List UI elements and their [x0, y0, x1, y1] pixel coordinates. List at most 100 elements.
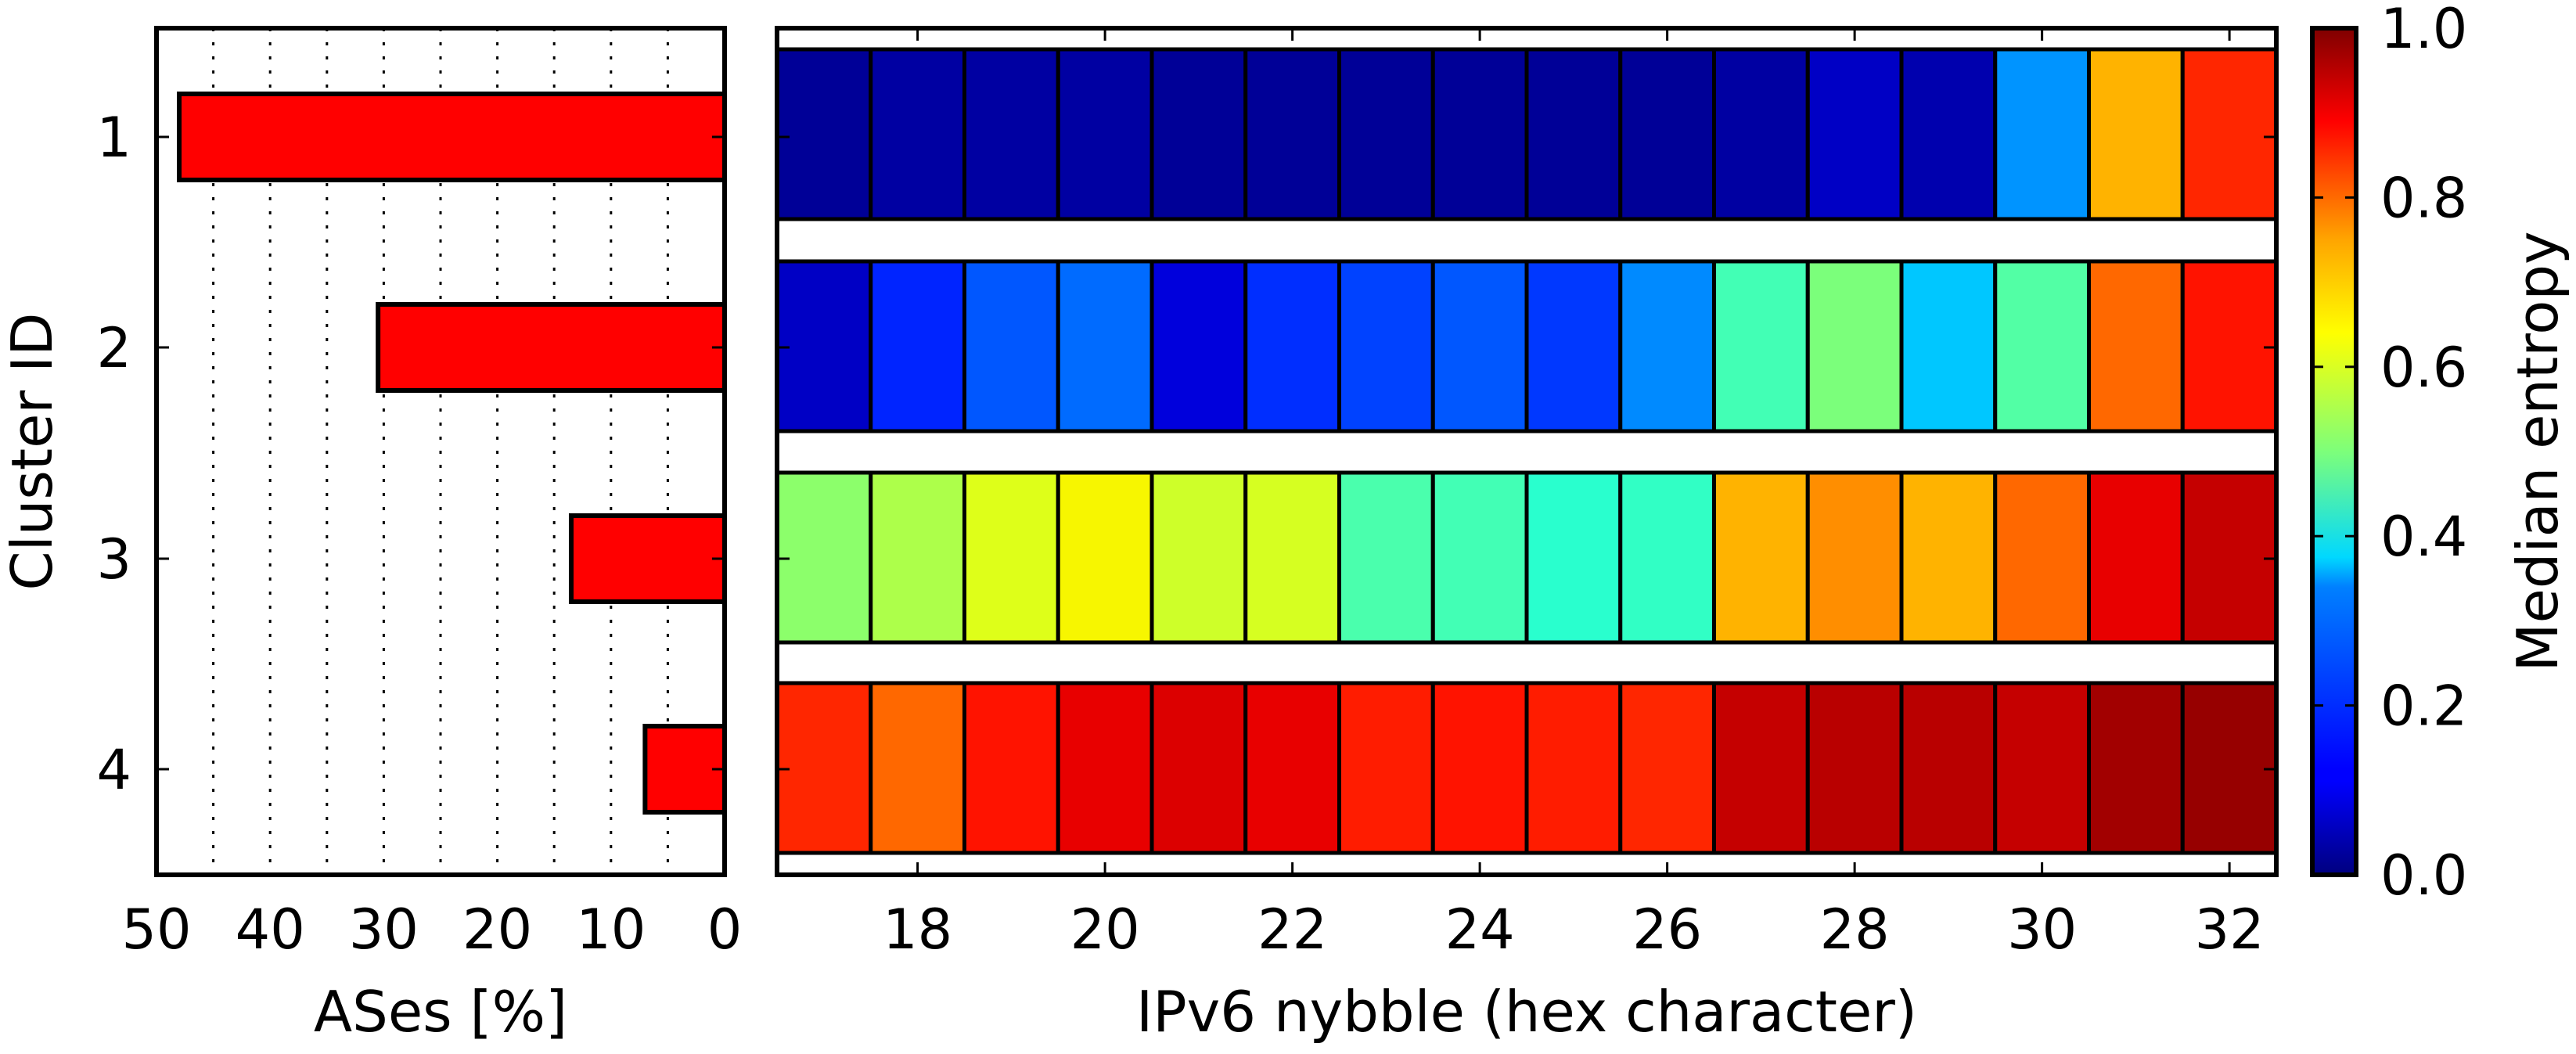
heatmap-x-axis-title: IPv6 nybble (hex character): [1136, 979, 1917, 1045]
heatmap-cell: [1524, 259, 1623, 433]
heatmap-cell: [1618, 470, 1716, 645]
heatmap-cell: [1430, 259, 1529, 433]
left-x-tick-label: 10: [576, 898, 646, 962]
ases-bar-chart: 50 40 30 20 10 0 1 2 3 4 ASes [%] Cluster ID: [0, 26, 742, 1045]
left-plot-frame: [154, 26, 727, 877]
heatmap-cell: [1056, 47, 1154, 221]
heatmap-cell: [775, 259, 873, 433]
heatmap-cells: [775, 47, 2279, 855]
heatmap-cell: [1430, 681, 1529, 855]
colorbar-ticks: 0.0 0.2 0.4 0.6 0.8 1.0: [2312, 0, 2467, 908]
cluster-id-label: 2: [96, 316, 131, 380]
heatmap-cell: [775, 47, 873, 221]
heatmap-x-tick-label: 24: [1445, 898, 1515, 962]
heatmap-cell: [1618, 259, 1716, 433]
heatmap-cell: [1899, 681, 1998, 855]
heatmap-cell: [1712, 470, 1810, 645]
ases-bar: [177, 92, 728, 182]
left-x-tick-label: 30: [349, 898, 419, 962]
heatmap-cell: [1243, 259, 1341, 433]
ases-bar: [376, 302, 727, 393]
heatmap-cell: [1149, 470, 1248, 645]
heatmap-cell: [1899, 47, 1998, 221]
ases-bar: [568, 513, 727, 604]
cluster-id-label: 4: [96, 738, 131, 802]
heatmap-cell: [962, 470, 1060, 645]
colorbar-tick-label: 0.6: [2380, 336, 2467, 400]
heatmap-cell: [869, 259, 966, 433]
heatmap-cell: [775, 470, 873, 645]
colorbar-tick-label: 0.4: [2380, 505, 2467, 569]
colorbar-tick-label: 1.0: [2380, 0, 2467, 61]
heatmap-cell: [1805, 681, 1904, 855]
left-ticks: 50 40 30 20 10 0 1 2 3 4: [96, 106, 742, 962]
heatmap-cell: [962, 681, 1060, 855]
heatmap-x-tick-label: 18: [883, 898, 952, 962]
heatmap-cell: [1243, 681, 1341, 855]
left-x-axis-title: ASes [%]: [314, 979, 567, 1045]
heatmap-cell: [1993, 470, 2091, 645]
heatmap-cell: [1430, 47, 1529, 221]
heatmap-cell: [962, 47, 1060, 221]
left-x-tick-label: 50: [121, 898, 191, 962]
heatmap-cell: [2180, 470, 2279, 645]
heatmap-cell: [1712, 681, 1810, 855]
heatmap-cell: [1993, 47, 2091, 221]
heatmap-cell: [2087, 470, 2185, 645]
heatmap-cell: [1337, 681, 1435, 855]
heatmap-cell: [2087, 47, 2185, 221]
heatmap-cell: [869, 47, 966, 221]
heatmap-cell: [1337, 470, 1435, 645]
heatmap-cell: [1056, 470, 1154, 645]
left-x-tick-label: 0: [707, 898, 743, 962]
heatmap-x-tick-label: 30: [2007, 898, 2077, 962]
colorbar-label: Median entropy: [2505, 231, 2571, 671]
heatmap-cell: [1712, 47, 1810, 221]
heatmap-cell: [1337, 259, 1435, 433]
heatmap-cell: [2087, 681, 2185, 855]
heatmap-cell: [1243, 47, 1341, 221]
heatmap-cell: [1993, 681, 2091, 855]
heatmap-cell: [1524, 470, 1623, 645]
heatmap-cell: [1149, 47, 1248, 221]
heatmap-cell: [1056, 681, 1154, 855]
heatmap-x-tick-label: 28: [1820, 898, 1890, 962]
heatmap-cell: [775, 681, 873, 855]
heatmap-cell: [1712, 259, 1810, 433]
heatmap-cell: [1805, 47, 1904, 221]
entropy-heatmap: 18 20 22 24 26 28 30 32 IPv6 nybble (hex charac…: [775, 26, 2279, 1045]
heatmap-cell: [962, 259, 1060, 433]
heatmap-cell: [1899, 259, 1998, 433]
heatmap-cell: [1805, 259, 1904, 433]
cluster-id-label: 3: [96, 527, 131, 592]
heatmap-cell: [1618, 681, 1716, 855]
heatmap-cell: [869, 681, 966, 855]
heatmap-cell: [1337, 47, 1435, 221]
colorbar-tick-label: 0.0: [2380, 844, 2467, 908]
heatmap-cell: [2180, 259, 2279, 433]
heatmap-x-tick-label: 22: [1257, 898, 1327, 962]
heatmap-cell: [1805, 470, 1904, 645]
colorbar-tick-label: 0.2: [2380, 674, 2467, 739]
heatmap-x-tick-label: 20: [1070, 898, 1140, 962]
heatmap-cell: [1430, 470, 1529, 645]
heatmap-cell: [1618, 47, 1716, 221]
left-x-tick-label: 40: [236, 898, 305, 962]
heatmap-ticks: 18 20 22 24 26 28 30 32: [777, 28, 2276, 962]
left-x-tick-label: 20: [462, 898, 532, 962]
colorbar: 0.0 0.2 0.4 0.6 0.8 1.0 Median entropy: [2310, 0, 2571, 908]
heatmap-cell: [1243, 470, 1341, 645]
heatmap-cell: [2180, 47, 2279, 221]
heatmap-cell: [1149, 259, 1248, 433]
heatmap-cell: [1524, 47, 1623, 221]
heatmap-plot-frame: [775, 26, 2279, 877]
ases-bars: [177, 92, 728, 815]
left-y-axis-title: Cluster ID: [0, 312, 65, 590]
heatmap-cell: [869, 470, 966, 645]
heatmap-cell: [1149, 681, 1248, 855]
colorbar-tick-label: 0.8: [2380, 166, 2467, 230]
heatmap-cell: [1993, 259, 2091, 433]
heatmap-x-tick-label: 32: [2195, 898, 2265, 962]
heatmap-cell: [2180, 681, 2279, 855]
